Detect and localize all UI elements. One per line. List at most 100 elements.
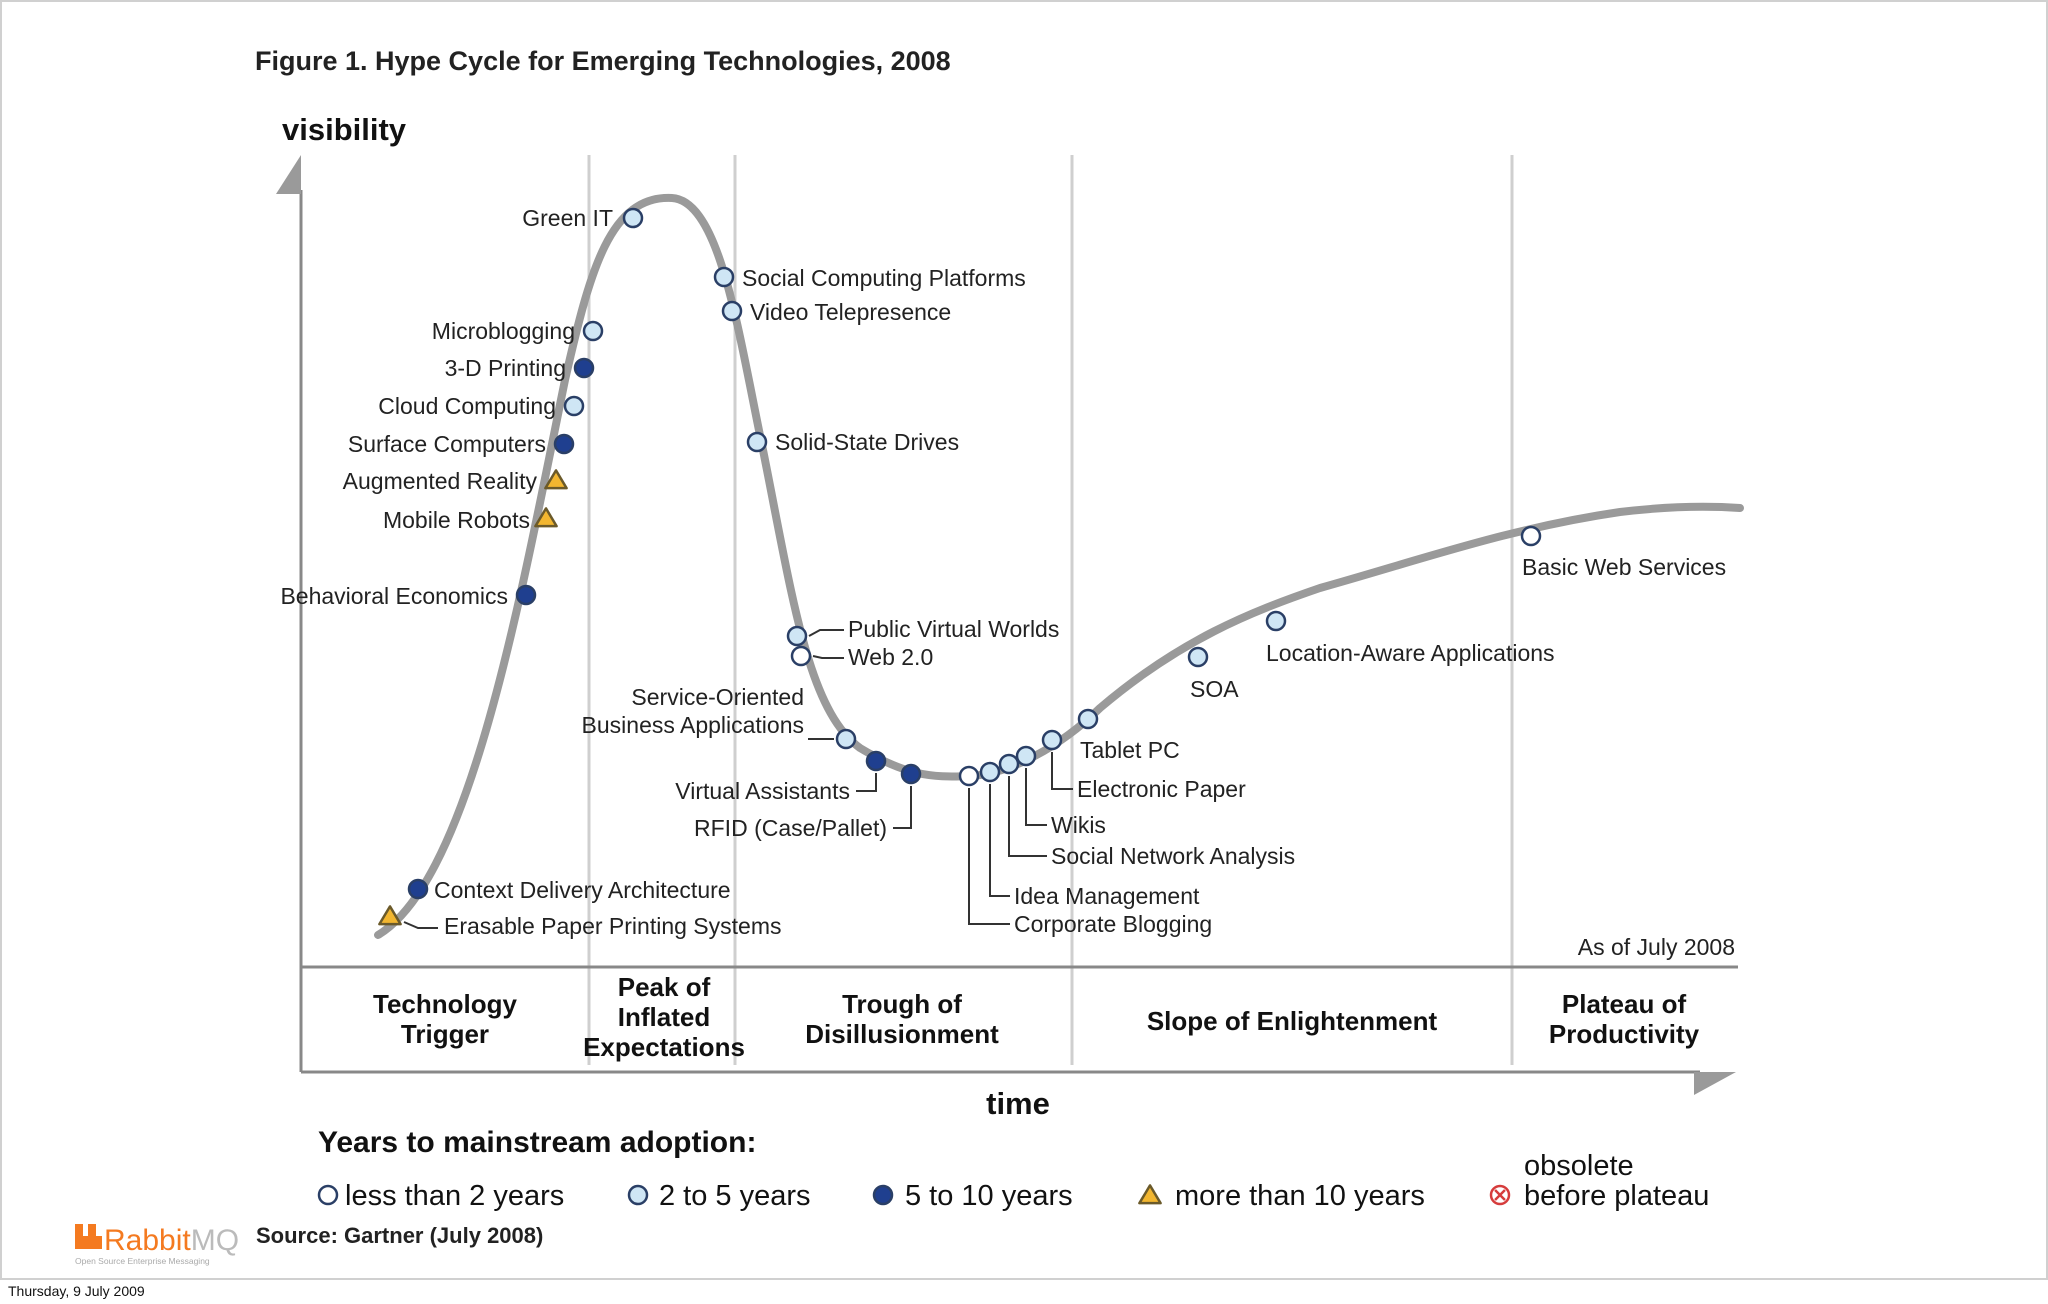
- x-axis-arrow: [1694, 1072, 1736, 1095]
- slide-date: Thursday, 9 July 2009: [8, 1283, 145, 1299]
- marker-web-2-0: [790, 645, 812, 667]
- technology-behavioral-economics: Behavioral Economics: [280, 583, 537, 609]
- legend-title: Years to mainstream adoption:: [318, 1126, 756, 1159]
- figure-title: Figure 1. Hype Cycle for Emerging Techno…: [255, 46, 951, 76]
- technology-idea-management: Idea Management: [979, 761, 1200, 909]
- technology-wikis: Wikis: [1015, 745, 1106, 838]
- technology-location-aware-applications: Location-Aware Applications: [1265, 610, 1555, 666]
- technology-augmented-reality: Augmented Reality: [343, 468, 568, 494]
- phase-label-line: Productivity: [1549, 1019, 1700, 1049]
- phase-label-line: Expectations: [583, 1032, 745, 1062]
- tech-label: Surface Computers: [348, 431, 546, 457]
- marker-cloud-computing: [563, 395, 585, 417]
- tech-label: Service-Oriented: [631, 684, 804, 710]
- tech-label: RFID (Case/Pallet): [694, 815, 887, 841]
- tech-label: Microblogging: [432, 318, 575, 344]
- x-axis-label: time: [986, 1086, 1050, 1121]
- technology-tablet-pc: Tablet PC: [1077, 708, 1180, 763]
- connector-wikis: [1025, 768, 1047, 826]
- marker-location-aware-applications: [1265, 610, 1287, 632]
- marker-idea-management: [979, 761, 1001, 783]
- tech-label: Context Delivery Architecture: [434, 877, 731, 903]
- legend-item-gt10: more than 10 years: [1138, 1180, 1425, 1212]
- marker-public-virtual-worlds: [786, 625, 808, 647]
- tech-label: Solid-State Drives: [775, 429, 959, 455]
- marker-mobile-robots: [534, 507, 558, 528]
- technology-context-delivery-architecture: Context Delivery Architecture: [407, 877, 731, 903]
- marker-social-network-analysis: [998, 753, 1020, 775]
- rabbit-icon: [75, 1224, 102, 1249]
- tech-label: Corporate Blogging: [1014, 911, 1212, 937]
- tech-label: SOA: [1190, 676, 1239, 702]
- marker-green-it: [622, 207, 644, 229]
- phase-label-line: Technology: [373, 989, 518, 1019]
- legend-marker-5to10: [872, 1184, 894, 1206]
- legend-label-bottom: before plateau: [1524, 1180, 1709, 1212]
- tech-label: Behavioral Economics: [280, 583, 508, 609]
- tech-label: Electronic Paper: [1077, 776, 1246, 802]
- tech-label: Virtual Assistants: [675, 778, 850, 804]
- rabbitmq-logo: RabbitMQ Open Source Enterprise Messagin…: [75, 1224, 239, 1266]
- marker-soa: [1187, 646, 1209, 668]
- marker-microblogging: [582, 320, 604, 342]
- tech-label: Augmented Reality: [343, 468, 538, 494]
- connector-social-network-analysis: [1008, 776, 1047, 857]
- legend-item-lt2: less than 2 years: [317, 1180, 564, 1212]
- tech-label: Idea Management: [1014, 883, 1200, 909]
- logo-wordmark: RabbitMQ: [104, 1224, 239, 1257]
- technology-social-computing-platforms: Social Computing Platforms: [713, 265, 1026, 291]
- phase-label-line: Peak of: [618, 972, 711, 1002]
- tech-label: Web 2.0: [848, 644, 933, 670]
- technology-rfid-case-pallet: RFID (Case/Pallet): [694, 763, 922, 841]
- marker-erasable-paper-printing-systems: [378, 905, 402, 926]
- y-axis-arrow: [276, 155, 301, 194]
- connector-erasable-paper-printing-systems: [403, 921, 438, 929]
- tech-label: Social Network Analysis: [1051, 843, 1295, 869]
- legend-marker-2to5: [627, 1184, 649, 1206]
- tech-label: Wikis: [1051, 812, 1106, 838]
- technology-green-it: Green IT: [522, 205, 644, 231]
- connector-corporate-blogging: [968, 788, 1010, 925]
- phase-label-line: Inflated: [618, 1002, 710, 1032]
- marker-basic-web-services: [1520, 525, 1542, 547]
- marker-solid-state-drives: [746, 431, 768, 453]
- connector-public-virtual-worlds: [808, 629, 844, 637]
- marker-augmented-reality: [544, 469, 568, 490]
- technology-corporate-blogging: Corporate Blogging: [958, 765, 1212, 937]
- legend-items: less than 2 years 2 to 5 years 5 to 10 yea…: [317, 1150, 1709, 1212]
- marker-3-d-printing: [573, 357, 595, 379]
- tech-label: Basic Web Services: [1522, 554, 1726, 580]
- technology-electronic-paper: Electronic Paper: [1041, 729, 1246, 802]
- technology-public-virtual-worlds: Public Virtual Worlds: [786, 616, 1059, 647]
- y-axis-label: visibility: [282, 112, 407, 147]
- legend-item-5to10: 5 to 10 years: [872, 1180, 1073, 1212]
- marker-tablet-pc: [1077, 708, 1099, 730]
- technology-basic-web-services: Basic Web Services: [1520, 525, 1726, 580]
- as-of-date: As of July 2008: [1578, 934, 1735, 960]
- tech-label: Location-Aware Applications: [1266, 640, 1555, 666]
- technology-markers: Green IT Social Computing Platforms Video …: [280, 205, 1726, 939]
- marker-virtual-assistants: [865, 750, 887, 772]
- tech-label: Green IT: [522, 205, 613, 231]
- legend-label: more than 10 years: [1175, 1180, 1425, 1212]
- legend-label: 5 to 10 years: [905, 1180, 1073, 1212]
- legend-item-2to5: 2 to 5 years: [627, 1180, 811, 1212]
- technology-virtual-assistants: Virtual Assistants: [675, 750, 887, 804]
- hype-curve: [374, 193, 1744, 939]
- technology-3-d-printing: 3-D Printing: [445, 355, 595, 381]
- phase-label-line: Disillusionment: [805, 1019, 999, 1049]
- marker-video-telepresence: [721, 300, 743, 322]
- legend-label-top: obsolete: [1524, 1150, 1634, 1182]
- legend-marker-gt10: [1138, 1184, 1162, 1205]
- phase-label-line: Trigger: [401, 1019, 489, 1049]
- technology-surface-computers: Surface Computers: [348, 431, 575, 457]
- technology-video-telepresence: Video Telepresence: [721, 299, 951, 325]
- phase-label-line: Trough of: [842, 989, 962, 1019]
- connector-web-2-0: [812, 655, 844, 659]
